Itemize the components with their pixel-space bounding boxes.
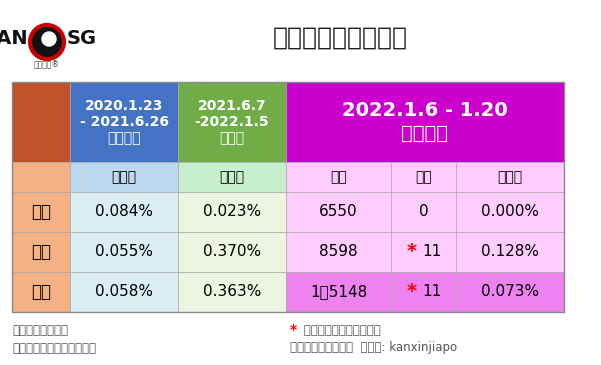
Text: 1万5148: 1万5148 — [310, 284, 367, 300]
Bar — [178, 232, 286, 272]
Text: 0.370%: 0.370% — [203, 245, 261, 260]
Text: 新加坡死亡病例统计: 新加坡死亡病例统计 — [272, 26, 407, 50]
Text: 0.055%: 0.055% — [95, 245, 153, 260]
Text: 病死率: 病死率 — [498, 170, 522, 184]
Bar — [70, 192, 178, 232]
Text: 0: 0 — [419, 204, 429, 219]
Text: 本土: 本土 — [31, 243, 51, 261]
Bar — [286, 162, 391, 192]
Bar — [391, 162, 456, 192]
Text: 0.058%: 0.058% — [95, 284, 153, 300]
Text: 2022.1.6 - 1.20
奥密克戎: 2022.1.6 - 1.20 奥密克戎 — [342, 101, 508, 142]
Bar — [70, 162, 178, 192]
Text: 0.000%: 0.000% — [481, 204, 539, 219]
Circle shape — [30, 25, 64, 59]
Text: 病死率: 病死率 — [219, 170, 245, 184]
Text: 11: 11 — [422, 284, 441, 300]
Bar — [391, 192, 456, 232]
Text: 死亡: 死亡 — [415, 170, 432, 184]
Text: 确诊: 确诊 — [330, 170, 347, 184]
Text: YAN: YAN — [0, 28, 28, 47]
Text: 2020.1.23
- 2021.6.26
原始病毒: 2020.1.23 - 2021.6.26 原始病毒 — [79, 99, 168, 145]
Text: 病死率: 病死率 — [111, 170, 136, 184]
Text: *: * — [406, 283, 416, 301]
Bar — [456, 192, 564, 232]
Text: 0.023%: 0.023% — [203, 204, 261, 219]
Bar — [70, 232, 178, 272]
Text: 8598: 8598 — [319, 245, 358, 260]
Bar — [12, 192, 70, 232]
Text: 6550: 6550 — [319, 204, 358, 219]
Text: 至今无奥密克戎死亡  微信号: kanxinjiapo: 至今无奥密克戎死亡 微信号: kanxinjiapo — [290, 342, 457, 354]
Text: 2021.6.7
-2022.1.5
德尔塔: 2021.6.7 -2022.1.5 德尔塔 — [195, 99, 269, 145]
Bar — [70, 272, 178, 312]
Text: 皆为前一波的德尔塔病例: 皆为前一波的德尔塔病例 — [300, 323, 381, 337]
Text: *: * — [290, 323, 297, 337]
Text: 合计: 合计 — [31, 283, 51, 301]
Bar — [286, 82, 564, 162]
Bar — [456, 232, 564, 272]
Text: 0.128%: 0.128% — [481, 245, 539, 260]
Bar — [12, 82, 70, 162]
Text: 0.073%: 0.073% — [481, 284, 539, 300]
Text: SG: SG — [67, 28, 97, 47]
Text: 境外: 境外 — [31, 203, 51, 221]
Text: 0.363%: 0.363% — [203, 284, 261, 300]
Bar — [456, 272, 564, 312]
Bar — [286, 232, 391, 272]
Bar — [178, 82, 286, 162]
Bar — [12, 272, 70, 312]
Bar — [12, 82, 564, 312]
Bar — [178, 272, 286, 312]
Text: 新加坡眼®: 新加坡眼® — [34, 61, 60, 69]
Bar — [391, 232, 456, 272]
Text: 原始数据：卫生部: 原始数据：卫生部 — [12, 323, 68, 337]
Bar — [286, 192, 391, 232]
Text: 11: 11 — [422, 245, 441, 260]
Bar — [391, 272, 456, 312]
Bar — [178, 192, 286, 232]
Text: 0.084%: 0.084% — [95, 204, 153, 219]
Bar — [70, 82, 178, 162]
Bar — [178, 162, 286, 192]
Bar — [456, 162, 564, 192]
Text: 《新加坡眼》分时期、制表: 《新加坡眼》分时期、制表 — [12, 342, 96, 354]
Bar — [286, 272, 391, 312]
Circle shape — [42, 32, 56, 46]
Bar — [12, 232, 70, 272]
Text: *: * — [406, 242, 416, 261]
Bar — [12, 162, 70, 192]
